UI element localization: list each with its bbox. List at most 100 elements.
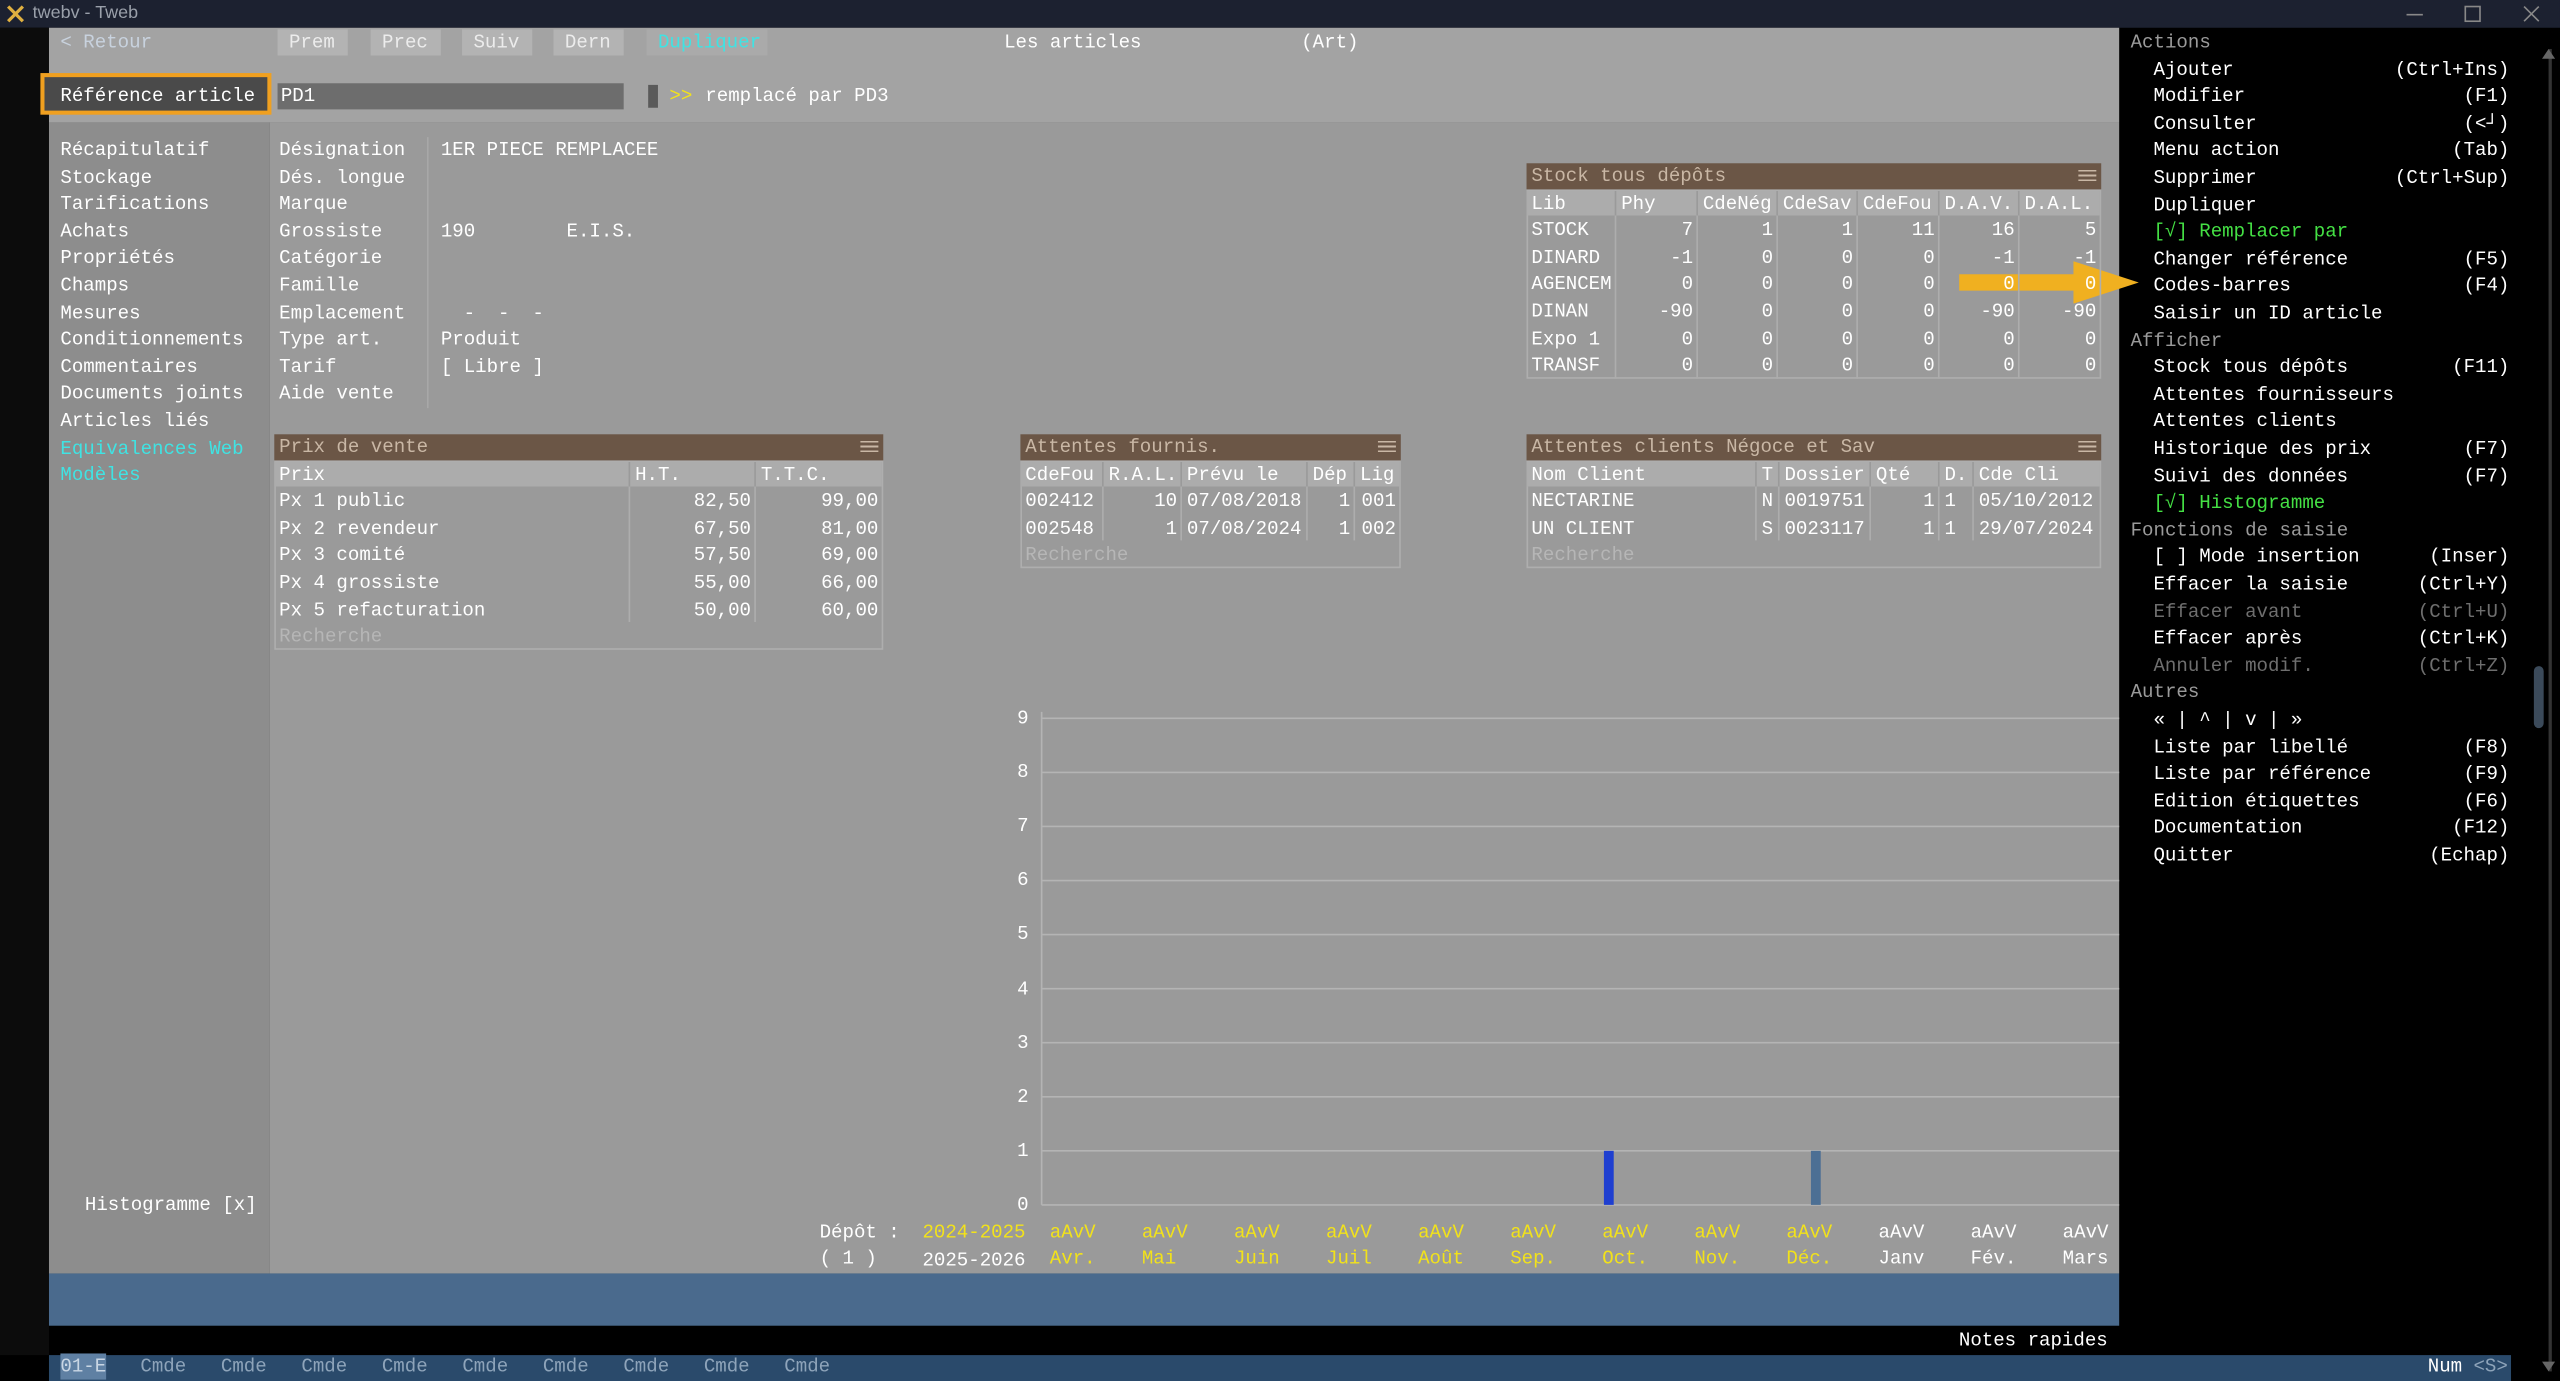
histogram-toggle[interactable]: Histogramme [x]: [84, 1193, 257, 1217]
nav-item[interactable]: Stockage: [60, 165, 153, 189]
x-tick-label: Juil: [1326, 1247, 1372, 1271]
app-icon: [7, 5, 25, 23]
y-tick-label: 0: [1017, 1193, 1029, 1217]
toolbar-button[interactable]: Suiv: [473, 31, 520, 54]
action-item[interactable]: Liste par libellé: [2153, 735, 2349, 759]
column-header-bg: [1777, 191, 1857, 216]
action-item[interactable]: Quitter: [2153, 844, 2234, 867]
toolbar-button[interactable]: Prem: [288, 31, 335, 54]
field-label: Catégorie: [279, 247, 383, 271]
status-tab[interactable]: Cmde: [623, 1355, 670, 1378]
x-tick-code: aAvV: [1049, 1221, 1096, 1245]
action-item[interactable]: Stock tous dépôts: [2153, 356, 2349, 380]
action-key: (<┘): [2463, 112, 2510, 136]
action-item[interactable]: Attentes clients: [2153, 410, 2337, 434]
nav-item[interactable]: Equivalences Web: [60, 436, 244, 460]
nav-item[interactable]: Conditionnements: [60, 328, 244, 352]
action-item[interactable]: Suivi des données: [2153, 464, 2349, 488]
x-tick-code: aAvV: [1694, 1221, 1741, 1245]
action-item[interactable]: Codes-barres: [2153, 274, 2291, 298]
toolbar-button[interactable]: Dupliquer: [657, 31, 762, 54]
table-cell: 0023117: [1784, 517, 1865, 541]
action-item[interactable]: Liste par référence: [2153, 762, 2372, 786]
column-header: T: [1761, 463, 1774, 486]
column-separator: [1306, 486, 1308, 541]
column-header-bg: [2019, 191, 2100, 216]
reference-button[interactable]: [648, 84, 658, 108]
nav-item[interactable]: Champs: [60, 274, 130, 298]
table-cell: Expo 1: [1531, 327, 1601, 351]
column-separator: [1696, 215, 1698, 379]
notes-label[interactable]: Notes rapides: [1958, 1328, 2108, 1352]
period-label: 2025-2026: [922, 1248, 1026, 1272]
action-item[interactable]: Edition étiquettes: [2153, 789, 2360, 813]
table-cell: 0: [1761, 273, 1774, 297]
action-item[interactable]: [√] Histogramme: [2153, 491, 2326, 515]
action-item[interactable]: Historique des prix: [2153, 437, 2372, 461]
action-item[interactable]: « | ^ | v | »: [2153, 708, 2303, 732]
status-tab[interactable]: 01-E: [60, 1353, 107, 1380]
close-icon[interactable]: [2523, 5, 2540, 22]
table-cell: 0: [1681, 273, 1694, 297]
y-tick-label: 9: [1017, 706, 1029, 730]
status-tab[interactable]: Cmde: [220, 1355, 267, 1378]
status-tab[interactable]: Cmde: [703, 1355, 750, 1378]
action-key: (Tab): [2452, 139, 2510, 163]
back-button[interactable]: < Retour: [60, 31, 153, 54]
column-header-bg: [1616, 191, 1697, 216]
table-cell: S: [1761, 517, 1774, 541]
nav-item[interactable]: Commentaires: [60, 355, 198, 379]
nav-item[interactable]: Tarifications: [60, 192, 210, 216]
table-cell: 05/10/2012: [1978, 490, 2094, 513]
table-cell: Px 3 comité: [279, 544, 406, 568]
action-item[interactable]: Saisir un ID article: [2153, 302, 2383, 325]
status-tab[interactable]: Cmde: [784, 1355, 831, 1378]
scroll-up[interactable]: [2542, 48, 2556, 59]
nav-item[interactable]: Modèles: [60, 463, 141, 487]
y-tick-label: 4: [1017, 977, 1029, 1001]
table-cell: AGENCEM: [1531, 273, 1612, 297]
scroll-down[interactable]: [2542, 1361, 2556, 1372]
action-item[interactable]: Ajouter: [2153, 58, 2234, 81]
action-item[interactable]: Changer référence: [2153, 247, 2349, 271]
table-cell: 0: [2084, 327, 2097, 351]
scrollbar-track: [2548, 48, 2552, 1372]
restore-icon[interactable]: [2464, 5, 2481, 23]
panel-title: Attentes fournis.: [1025, 435, 1220, 459]
nav-item[interactable]: Achats: [60, 220, 130, 243]
column-header-bg: [1307, 462, 1354, 487]
action-item[interactable]: Supprimer: [2153, 166, 2257, 190]
action-item[interactable]: [√] Remplacer par: [2153, 220, 2349, 244]
action-item[interactable]: Consulter: [2153, 112, 2257, 136]
status-tab[interactable]: Cmde: [542, 1355, 589, 1378]
toolbar-button[interactable]: Dern: [564, 31, 611, 54]
y-tick-label: 6: [1017, 869, 1029, 892]
nav-item[interactable]: Articles liés: [60, 409, 210, 433]
nav-item[interactable]: Récapitulatif: [60, 138, 210, 162]
reference-value[interactable]: PD1: [280, 84, 316, 108]
action-item[interactable]: Dupliquer: [2153, 193, 2257, 217]
table-cell: 1: [1338, 490, 1351, 513]
action-item[interactable]: Effacer la saisie: [2153, 573, 2349, 596]
column-separator: [1353, 486, 1356, 541]
nav-item[interactable]: Propriétés: [60, 247, 175, 271]
reference-input[interactable]: [277, 83, 624, 110]
table-cell: 0: [1761, 327, 1774, 351]
status-tab[interactable]: Cmde: [140, 1355, 187, 1378]
nav-item[interactable]: Mesures: [60, 301, 141, 325]
action-item[interactable]: Documentation: [2153, 816, 2303, 840]
table-cell: 0: [1841, 246, 1854, 270]
status-tab[interactable]: Cmde: [462, 1355, 509, 1378]
action-item[interactable]: Modifier: [2153, 85, 2246, 109]
status-tab[interactable]: Cmde: [301, 1355, 348, 1378]
action-item[interactable]: [ ] Mode insertion: [2153, 545, 2360, 569]
nav-item[interactable]: Documents joints: [60, 382, 244, 406]
action-item[interactable]: Attentes fournisseurs: [2153, 383, 2394, 407]
action-item[interactable]: Effacer après: [2153, 627, 2303, 651]
action-item[interactable]: Menu action: [2153, 139, 2280, 163]
toolbar-button[interactable]: Prec: [382, 31, 428, 54]
table-cell: 60,00: [821, 598, 879, 622]
status-tab[interactable]: Cmde: [381, 1355, 428, 1378]
action-key: (Ctrl+Sup): [2394, 166, 2510, 190]
replaced-arrow: >>: [669, 84, 693, 108]
